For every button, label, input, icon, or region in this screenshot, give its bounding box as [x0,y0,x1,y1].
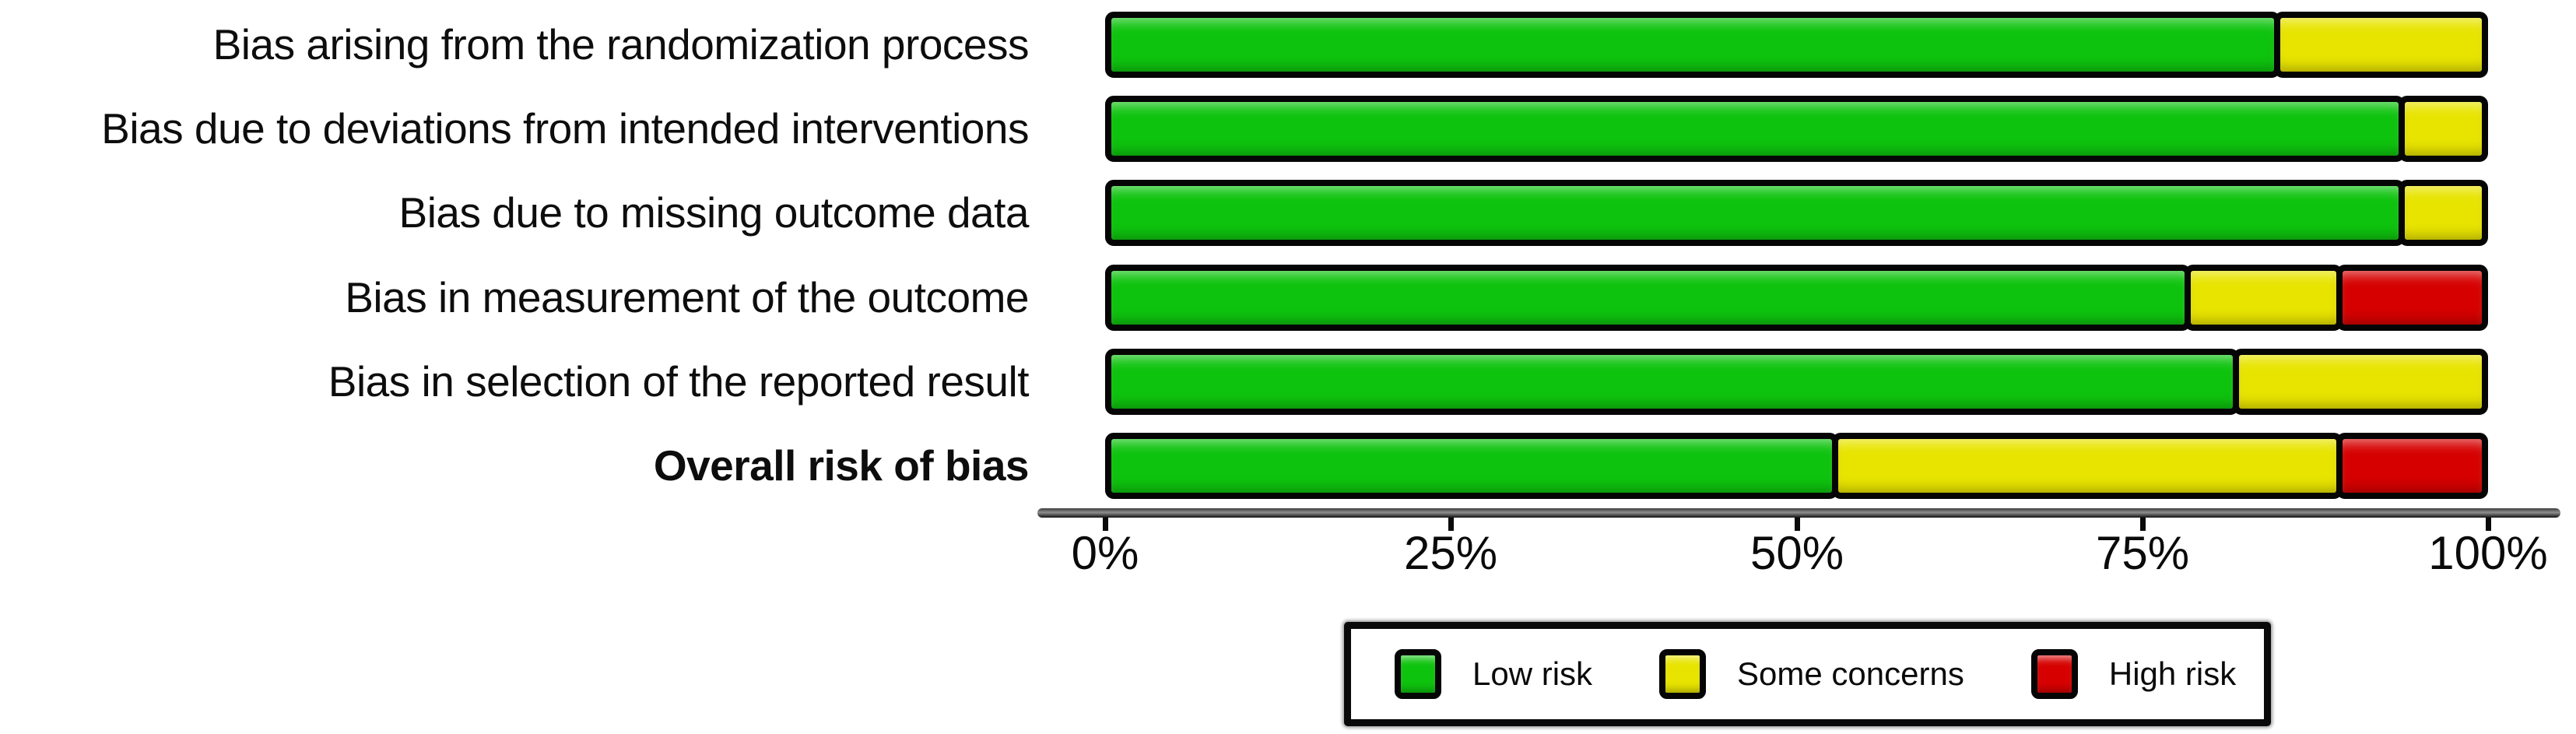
chart-row: Bias due to missing outcome data [0,180,2576,246]
category-label-overall-risk-of-bias: Overall risk of bias [653,441,1030,490]
bar-segment-low-risk [1105,12,2281,78]
category-label-bias-due-to-deviations-from-intended-int: Bias due to deviations from intended int… [101,104,1029,153]
bar-segment-low-risk [1105,96,2406,162]
legend-item-low-risk: Low risk [1395,649,1592,699]
axis-tick-label-25: 25% [1403,527,1498,579]
bar-track [1105,349,2488,415]
axis-tick [2140,518,2146,531]
bar-track [1105,180,2488,246]
axis-tick-label-50: 50% [1750,527,1844,579]
bar-track [1105,12,2488,78]
axis-tick [1448,518,1454,531]
legend-item-some-concerns: Some concerns [1659,649,1964,699]
category-label-bias-in-selection-of-the-reported-result: Bias in selection of the reported result [328,357,1030,406]
x-axis-line [1037,508,2560,518]
bar-segment-low-risk [1105,180,2406,246]
chart-row: Bias in selection of the reported result [0,349,2576,415]
bar-segment-some-concerns [2399,96,2488,162]
legend-item-high-risk: High risk [2030,649,2237,699]
bar-track [1105,265,2488,331]
category-label-bias-due-to-missing-outcome-data: Bias due to missing outcome data [398,188,1030,237]
legend-label-high-risk: High risk [2108,655,2237,692]
bar-segment-some-concerns [2233,349,2488,415]
bar-track [1105,96,2488,162]
legend-swatch-high-risk [2030,649,2078,699]
axis-tick [1103,518,1108,531]
bar-segment-high-risk [2336,265,2488,331]
bar-segment-low-risk [1105,265,2191,331]
chart-row: Overall risk of bias [0,433,2576,499]
bar-segment-some-concerns [1831,433,2343,499]
bar-segment-some-concerns [2399,180,2488,246]
axis-tick-label-0: 0% [1071,527,1139,579]
chart-row: Bias in measurement of the outcome [0,265,2576,331]
axis-tick [2486,518,2491,531]
bar-segment-some-concerns [2274,12,2488,78]
legend-label-some-concerns: Some concerns [1737,655,1964,692]
legend-swatch-some-concerns [1659,649,1707,699]
bar-segment-low-risk [1105,349,2240,415]
legend-swatch-low-risk [1395,649,1441,699]
chart-row: Bias due to deviations from intended int… [0,96,2576,162]
legend-box: Low risk Some concerns High risk [1344,622,2271,726]
bar-segment-high-risk [2336,433,2488,499]
chart-row: Bias arising from the randomization proc… [0,12,2576,78]
axis-tick [1795,518,1800,531]
legend-label-low-risk: Low risk [1472,655,1593,692]
bar-segment-some-concerns [2184,265,2343,331]
axis-tick-label-100: 100% [2428,527,2548,579]
bar-track [1105,433,2488,499]
category-label-bias-in-measurement-of-the-outcome: Bias in measurement of the outcome [345,273,1029,321]
category-label-bias-arising-from-the-randomization-proc: Bias arising from the randomization proc… [212,20,1030,68]
bar-segment-low-risk [1105,433,1838,499]
axis-tick-label-75: 75% [2095,527,2190,579]
